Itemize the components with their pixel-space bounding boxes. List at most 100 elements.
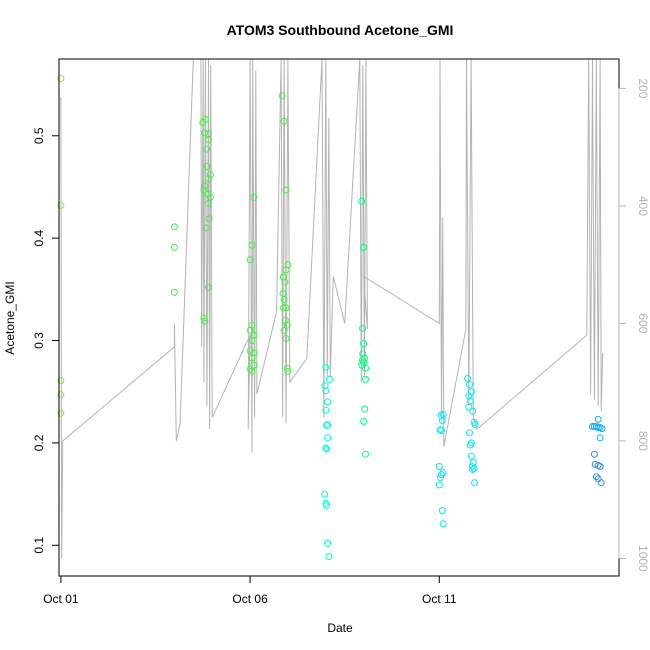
data-point xyxy=(205,283,212,291)
data-point xyxy=(205,136,212,144)
data-point xyxy=(361,405,369,413)
data-point xyxy=(362,364,369,372)
data-points-layer xyxy=(57,75,606,560)
data-point xyxy=(469,458,477,466)
pressure-profile-layer xyxy=(60,59,604,559)
data-point xyxy=(201,115,209,123)
data-point xyxy=(592,473,600,481)
data-point xyxy=(248,337,256,344)
data-point xyxy=(250,193,258,201)
data-point xyxy=(248,367,256,375)
data-point xyxy=(323,445,331,453)
plot-frame xyxy=(58,58,620,577)
y-tick-label: 0.2 xyxy=(32,434,46,451)
data-point xyxy=(248,241,256,249)
data-point xyxy=(282,266,290,274)
data-point xyxy=(206,171,214,179)
data-point xyxy=(205,215,213,223)
data-point xyxy=(469,407,477,415)
data-point xyxy=(435,481,443,489)
data-point xyxy=(284,367,292,375)
data-point xyxy=(170,243,178,251)
x-axis-label: Date xyxy=(327,621,353,635)
data-point xyxy=(246,256,254,264)
data-point xyxy=(201,129,209,137)
x-tick-label: Oct 11 xyxy=(422,592,457,606)
data-point xyxy=(280,117,288,125)
data-point xyxy=(205,175,212,183)
data-point xyxy=(439,410,447,418)
data-point xyxy=(283,364,291,372)
data-point xyxy=(203,224,211,232)
data-point xyxy=(358,361,366,369)
data-point xyxy=(282,304,290,312)
data-point xyxy=(360,354,368,362)
data-point xyxy=(360,417,368,425)
data-point xyxy=(170,288,178,296)
data-point xyxy=(57,75,65,82)
data-point xyxy=(468,463,476,470)
data-point xyxy=(246,326,254,334)
data-point xyxy=(467,452,475,460)
data-point xyxy=(280,326,288,334)
chart-title: ATOM3 Southbound Acetone_GMI xyxy=(227,22,454,38)
data-point xyxy=(437,471,445,479)
data-point xyxy=(248,354,256,362)
data-point xyxy=(323,501,330,509)
data-point xyxy=(57,409,65,417)
y-tick-label: 0.4 xyxy=(32,229,46,246)
data-point xyxy=(466,441,474,449)
data-point xyxy=(464,374,472,382)
right-tick-label: 400 xyxy=(636,196,650,216)
data-point xyxy=(594,424,602,432)
data-point xyxy=(470,465,478,472)
pressure-profile-line xyxy=(60,59,604,559)
data-point xyxy=(246,365,254,373)
y-tick-label: 0.3 xyxy=(32,332,46,349)
data-point xyxy=(324,539,332,547)
data-point xyxy=(322,406,330,414)
data-point xyxy=(279,273,287,281)
data-point xyxy=(281,278,289,286)
data-point xyxy=(282,186,290,194)
data-point xyxy=(594,415,602,423)
data-point xyxy=(57,201,65,209)
data-point xyxy=(439,520,447,528)
data-point xyxy=(200,314,208,322)
data-point xyxy=(279,304,287,312)
data-point xyxy=(321,382,329,390)
right-tick-label: 1000 xyxy=(636,545,650,572)
data-point xyxy=(597,479,605,487)
data-point xyxy=(358,197,366,205)
data-point xyxy=(590,450,598,458)
data-point xyxy=(322,444,330,452)
data-point xyxy=(438,427,445,435)
data-point xyxy=(465,403,473,411)
y-tick-label: 0.5 xyxy=(32,127,46,144)
data-point xyxy=(596,434,604,442)
data-point xyxy=(322,363,330,371)
y-axis-label: Acetone_GMI xyxy=(3,281,17,354)
data-point xyxy=(203,145,211,153)
data-point xyxy=(282,335,290,342)
data-point xyxy=(598,425,606,433)
data-point xyxy=(206,193,214,201)
data-point xyxy=(324,398,332,406)
data-point xyxy=(471,421,479,428)
data-point xyxy=(438,507,446,514)
data-point xyxy=(596,463,604,470)
data-point xyxy=(465,392,473,400)
data-point xyxy=(362,375,369,383)
data-point xyxy=(436,426,444,434)
right-tick-label: 800 xyxy=(636,431,650,451)
data-point xyxy=(326,375,333,383)
data-point xyxy=(321,490,329,498)
data-point xyxy=(435,463,443,470)
axes-layer: 0.1 0.2 0.3 0.4 0.5 Oct 01 Oct 06 Oct 11 200 400 6… xyxy=(32,58,650,606)
data-point xyxy=(360,243,368,251)
data-point xyxy=(436,474,444,482)
right-tick-label: 600 xyxy=(636,313,650,333)
data-point xyxy=(280,296,288,304)
data-point xyxy=(57,391,65,399)
